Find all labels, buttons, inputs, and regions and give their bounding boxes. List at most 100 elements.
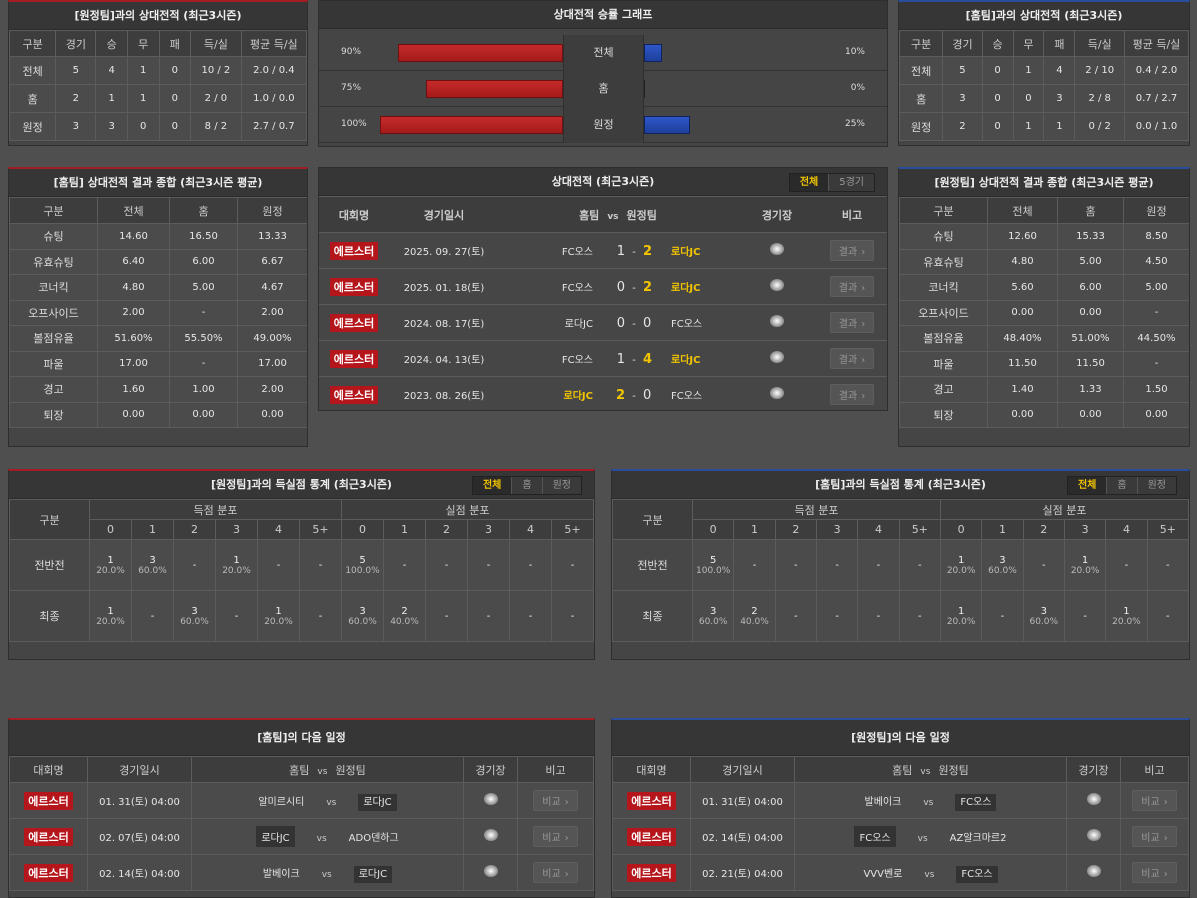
column-header: 원정 <box>1123 197 1189 224</box>
compare-button[interactable]: 비교 › <box>1132 826 1177 847</box>
cell-value: 0.00 <box>987 401 1058 428</box>
stadium-icon[interactable] <box>770 315 784 327</box>
home-team[interactable]: VVV벤로 <box>863 869 903 880</box>
league-badge[interactable]: 에르스터 <box>329 313 379 332</box>
compare-button[interactable]: 비교 › <box>533 826 578 847</box>
stadium-icon[interactable] <box>1086 865 1101 877</box>
stadium-icon[interactable] <box>770 279 784 291</box>
match-date: 2025. 01. 18(토) <box>403 283 485 294</box>
stadium-icon[interactable] <box>1086 829 1101 841</box>
home-team[interactable]: FC오스 <box>854 826 896 847</box>
result-button[interactable]: 결과 › <box>829 384 875 405</box>
h2h-away-panel: [원정팀]과의 상대전적 (최근3시즌) 구분 경기 승 무 패 득/실 평균 득/실 전체 5 4… <box>8 0 308 146</box>
home-win-bar <box>644 80 645 98</box>
stadium-icon[interactable] <box>483 793 498 805</box>
header-teams: 홈팀 vs 원정팀 <box>499 196 737 233</box>
away-team: 로다JC <box>671 282 701 294</box>
stadium-icon[interactable] <box>1086 793 1101 805</box>
match-date: 02. 21(토) 04:00 <box>702 869 783 880</box>
compare-button[interactable]: 비교 › <box>1132 790 1177 811</box>
stadium-icon[interactable] <box>770 351 784 363</box>
filter-tabs: 전체 5경기 <box>788 173 875 192</box>
home-win-bar <box>644 44 662 62</box>
stadium-icon[interactable] <box>483 865 498 877</box>
header-stadium: 경기장 <box>1066 756 1121 783</box>
stadium-icon[interactable] <box>770 387 784 399</box>
tab-1[interactable]: 홈 <box>511 477 541 494</box>
goal-cell: - <box>299 590 342 642</box>
cell-value: - <box>1123 299 1189 326</box>
cell-value: 3 <box>1043 84 1076 113</box>
stadium-icon[interactable] <box>483 829 498 841</box>
result-button[interactable]: 결과 › <box>829 312 875 333</box>
column-header: 구분 <box>899 30 944 57</box>
goal-count-header: 0 <box>341 519 384 540</box>
away-team: 로다JC <box>671 354 701 366</box>
goal-cell: - <box>131 590 174 642</box>
compare-button[interactable]: 비교 › <box>533 862 578 883</box>
tab-2[interactable]: 원정 <box>541 477 581 494</box>
compare-button[interactable]: 비교 › <box>1132 862 1177 883</box>
league-badge[interactable]: 에르스터 <box>627 791 676 810</box>
league-badge[interactable]: 에르스터 <box>329 349 379 368</box>
away-team[interactable]: AZ알크마르2 <box>949 833 1007 844</box>
table-row: 파울 11.50 11.50- <box>899 350 1189 377</box>
home-team[interactable]: 알미르시티 <box>258 797 305 808</box>
away-team[interactable]: 로다JC <box>353 866 393 883</box>
compare-button[interactable]: 비교 › <box>533 790 578 811</box>
cell-value: 6.40 <box>97 248 170 275</box>
panel-title: [홈팀]의 다음 일정 <box>257 731 346 744</box>
goal-cell: - <box>173 539 216 591</box>
league-badge[interactable]: 에르스터 <box>24 863 73 882</box>
cell-value: 1.00 <box>169 376 238 403</box>
tab-1[interactable]: 5경기 <box>828 174 874 191</box>
league-badge[interactable]: 에르스터 <box>329 385 379 404</box>
away-team[interactable]: FC오스 <box>956 866 998 883</box>
cell-value: 0 / 2 <box>1074 112 1125 141</box>
cell-value: 1 <box>1012 56 1045 85</box>
away-team[interactable]: ADO덴하그 <box>348 833 399 844</box>
league-badge[interactable]: 에르스터 <box>627 827 676 846</box>
tab-0[interactable]: 전체 <box>472 477 512 494</box>
home-team[interactable]: 발베이크 <box>262 869 300 880</box>
row-label: 볼점유율 <box>9 325 98 352</box>
panel-header: 상대전적 승률 그래프 <box>319 1 887 29</box>
count: - <box>402 559 407 571</box>
count: - <box>528 610 533 622</box>
result-button[interactable]: 결과 › <box>829 240 875 261</box>
percent: 20.0% <box>946 565 976 576</box>
stadium-icon[interactable] <box>770 243 784 255</box>
cell-value: 0 <box>126 112 160 141</box>
home-team[interactable]: 로다JC <box>256 826 295 847</box>
result-button[interactable]: 결과 › <box>829 276 875 297</box>
table-row: 유효슈팅 4.80 5.00 4.50 <box>899 248 1189 275</box>
panel-header: [원정팀] 상대전적 결과 종합 (최근3시즌 평균) <box>899 169 1189 197</box>
count: - <box>276 559 281 571</box>
league-badge[interactable]: 에르스터 <box>627 863 676 882</box>
header-teams: 홈팀 vs 원정팀 <box>191 756 464 783</box>
column-header: 구분 <box>899 197 988 224</box>
home-team[interactable]: 발베이크 <box>864 797 902 808</box>
tab-0[interactable]: 전체 <box>789 174 829 191</box>
result-button[interactable]: 결과 › <box>829 348 875 369</box>
header-stadium: 경기장 <box>463 756 518 783</box>
result-label: 결과 <box>838 355 858 366</box>
table-row: 경고 1.40 1.33 1.50 <box>899 376 1189 403</box>
tab-0[interactable]: 전체 <box>1067 477 1107 494</box>
row-label: 유효슈팅 <box>9 248 98 275</box>
away-team[interactable]: 로다JC <box>358 794 397 811</box>
league-badge[interactable]: 에르스터 <box>329 241 379 260</box>
header-away: 원정팀 <box>938 763 969 777</box>
league-badge[interactable]: 에르스터 <box>24 791 73 810</box>
league-badge[interactable]: 에르스터 <box>24 827 73 846</box>
tab-2[interactable]: 원정 <box>1136 477 1176 494</box>
match-row: 에르스터 2024. 08. 17(토) 로다JC 0-0 FC오스 결과 › <box>319 304 887 341</box>
goal-cell: 3 60.0% <box>341 590 384 642</box>
league-badge[interactable]: 에르스터 <box>329 277 379 296</box>
tab-1[interactable]: 홈 <box>1106 477 1136 494</box>
count: 3 <box>709 605 717 617</box>
header-row: 구분 전체 홈 원정 <box>9 197 307 224</box>
away-team[interactable]: FC오스 <box>955 794 997 811</box>
score-sep: - <box>632 354 636 366</box>
stats-away-panel: [원정팀] 상대전적 결과 종합 (최근3시즌 평균) 구분 전체 홈 원정 슈팅 12.6… <box>898 167 1190 447</box>
